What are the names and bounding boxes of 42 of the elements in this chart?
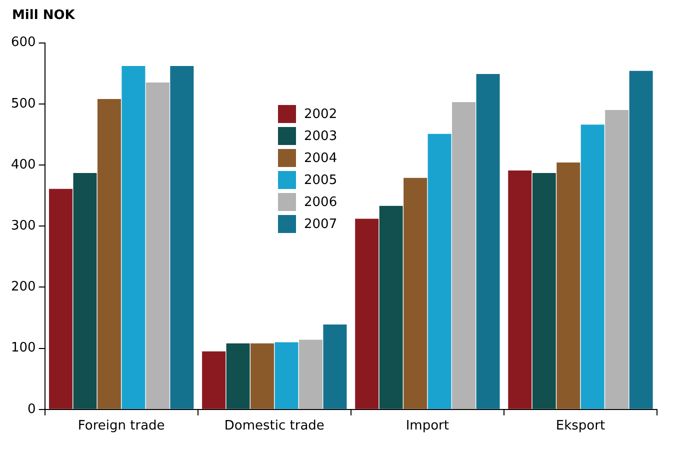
x-tick-label: Eksport — [556, 418, 606, 434]
bar — [73, 172, 97, 409]
bar — [508, 170, 532, 409]
bar — [97, 99, 121, 409]
x-tick-label: Foreign trade — [78, 418, 165, 434]
x-tick-label: Import — [406, 418, 450, 434]
bar — [532, 172, 556, 409]
bar — [122, 66, 146, 409]
bar — [428, 134, 452, 409]
x-tick-label: Domestic trade — [224, 418, 324, 434]
legend-label: 2002 — [304, 106, 338, 122]
bar — [170, 66, 194, 409]
y-tick-label: 300 — [10, 218, 36, 234]
bar — [629, 70, 653, 409]
bar — [298, 340, 322, 409]
bar — [274, 342, 298, 409]
bar — [605, 110, 629, 409]
bar — [146, 82, 170, 409]
y-tick-label: 100 — [10, 340, 36, 356]
y-tick-label: 600 — [10, 35, 36, 50]
bar — [323, 324, 347, 409]
legend-label: 2004 — [304, 150, 338, 166]
y-tick-label: 500 — [10, 96, 36, 112]
legend-label: 2006 — [304, 194, 338, 210]
y-axis-title: Mill NOK — [11, 8, 76, 25]
legend-label: 2007 — [304, 216, 338, 232]
bar — [250, 343, 274, 409]
bar — [452, 102, 476, 409]
y-tick-label: 200 — [10, 280, 36, 295]
legend-label: 2005 — [304, 172, 338, 188]
bar — [556, 162, 580, 409]
bar — [476, 74, 500, 409]
bar — [355, 218, 379, 409]
bar — [202, 351, 226, 409]
bar — [226, 343, 250, 409]
bar — [49, 188, 73, 409]
y-tick-label: 400 — [10, 157, 36, 172]
legend-label: 2003 — [304, 128, 338, 144]
bar — [580, 124, 604, 409]
bar — [404, 178, 428, 409]
bar — [379, 206, 403, 409]
y-tick-label: 0 — [28, 402, 36, 417]
